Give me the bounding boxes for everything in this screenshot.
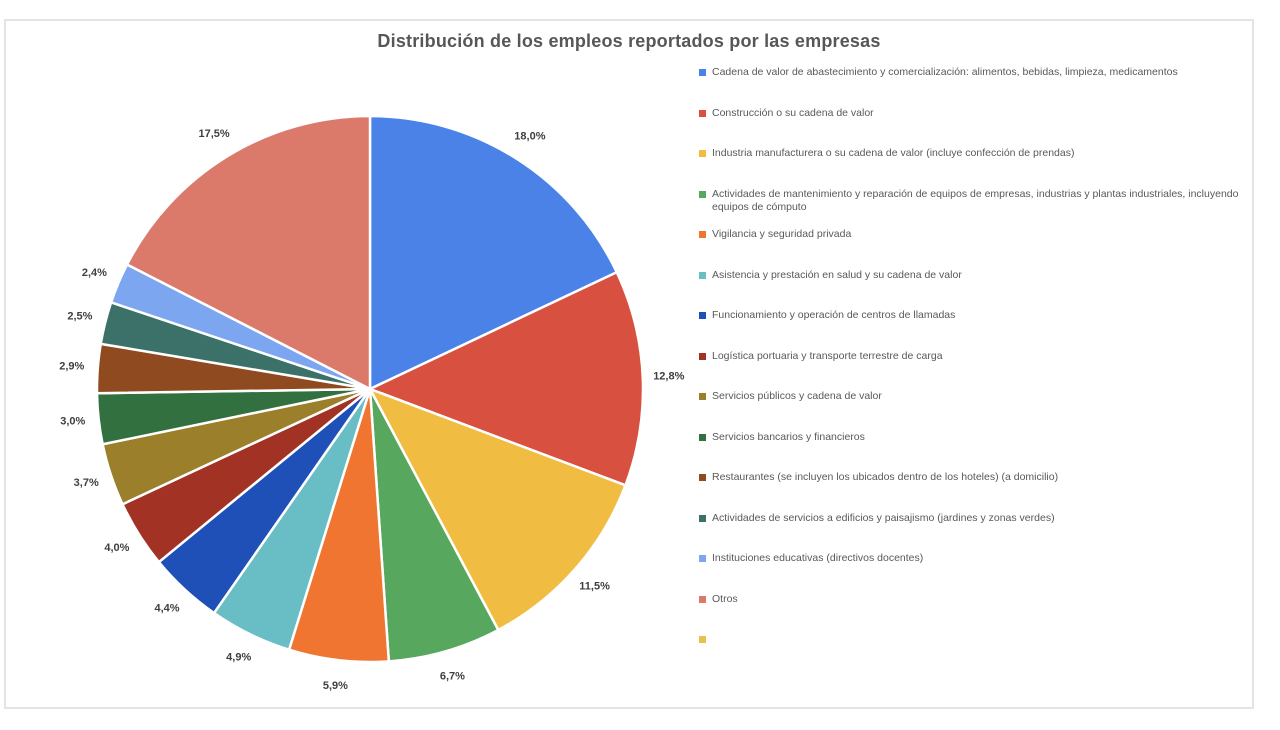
pie-slice-3 [368, 387, 500, 663]
pie-slice-percent-label: 4,0% [104, 542, 129, 554]
pie-slice-percent-label: 12,8% [653, 371, 684, 383]
pie-slice-percent-label: 5,9% [323, 680, 348, 692]
pie-slice-percent-label: 2,9% [59, 360, 84, 372]
pie-slice-percent-label: 4,4% [154, 602, 179, 614]
pie-slice-13 [125, 114, 372, 391]
pie-slice-0 [368, 114, 618, 391]
pie-slice-percent-label: 2,5% [67, 311, 92, 323]
pie-slice-percent-label: 3,7% [74, 477, 99, 489]
pie-slice-percent-label: 18,0% [514, 130, 545, 142]
pie-slice-2 [368, 387, 627, 632]
pie-slice-percent-label: 6,7% [440, 670, 465, 682]
pie-slice-percent-label: 3,0% [60, 416, 85, 428]
pie-slice-percent-label: 2,4% [82, 267, 107, 279]
chart-title: Distribución de los empleos reportados p… [377, 31, 881, 51]
pie-slice-percent-label: 17,5% [198, 128, 229, 140]
pie-slice-percent-label: 4,9% [226, 652, 251, 664]
pie-slice-percent-label: 11,5% [579, 580, 610, 592]
pie-slice-1 [368, 270, 645, 487]
